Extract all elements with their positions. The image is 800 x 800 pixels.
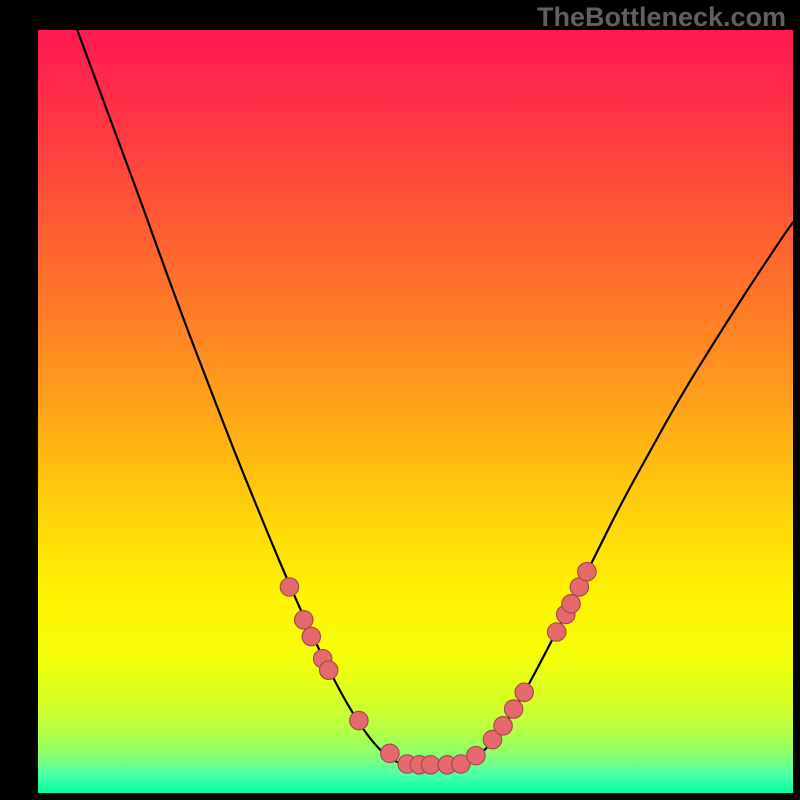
- data-marker: [494, 717, 512, 735]
- data-marker: [547, 623, 565, 641]
- data-marker: [280, 578, 298, 596]
- data-marker: [381, 744, 399, 762]
- data-marker: [421, 756, 439, 774]
- data-marker: [302, 627, 320, 645]
- plot-area: [38, 30, 793, 793]
- data-marker: [350, 711, 368, 729]
- data-marker: [467, 746, 485, 764]
- data-marker: [295, 611, 313, 629]
- data-marker: [578, 563, 596, 581]
- watermark-text: TheBottleneck.com: [537, 2, 786, 33]
- data-marker: [504, 700, 522, 718]
- data-marker: [515, 683, 533, 701]
- data-marker: [562, 595, 580, 613]
- data-marker: [319, 661, 337, 679]
- gradient-background: [38, 30, 793, 793]
